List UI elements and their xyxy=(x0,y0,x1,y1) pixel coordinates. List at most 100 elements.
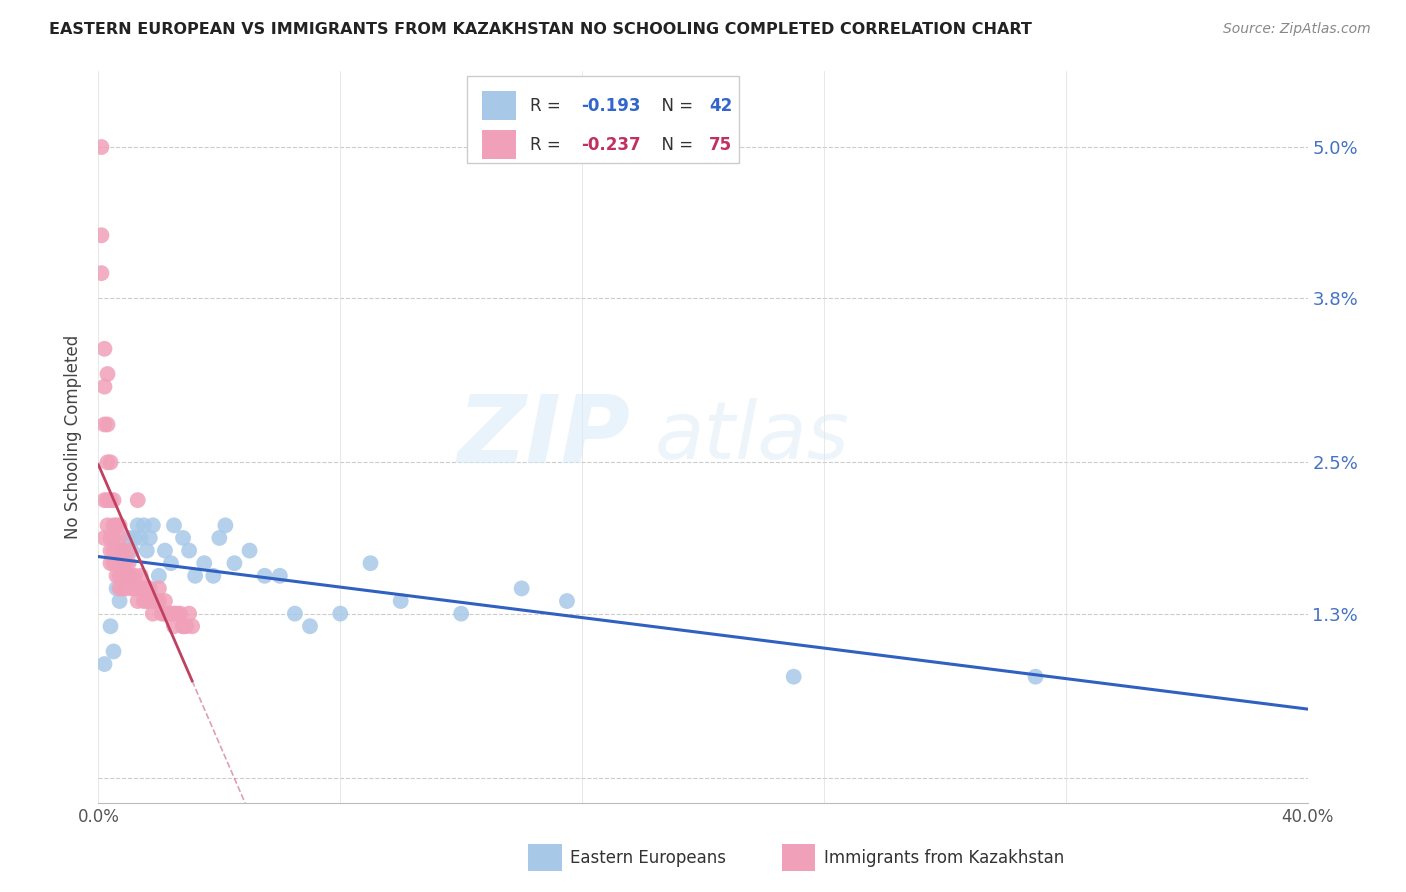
Point xyxy=(284,607,307,621)
Point xyxy=(111,556,134,570)
Point xyxy=(96,518,118,533)
Point xyxy=(160,607,183,621)
Point xyxy=(103,493,125,508)
Point xyxy=(124,569,146,583)
Point xyxy=(555,594,578,608)
Text: EASTERN EUROPEAN VS IMMIGRANTS FROM KAZAKHSTAN NO SCHOOLING COMPLETED CORRELATIO: EASTERN EUROPEAN VS IMMIGRANTS FROM KAZA… xyxy=(49,22,1032,37)
Point xyxy=(93,379,115,393)
Point xyxy=(127,594,149,608)
Point xyxy=(202,569,225,583)
Point xyxy=(121,543,143,558)
Point xyxy=(135,582,157,596)
Bar xyxy=(527,845,561,871)
Text: N =: N = xyxy=(651,96,699,115)
Point xyxy=(163,619,186,633)
Point xyxy=(100,543,122,558)
Point xyxy=(108,518,131,533)
Y-axis label: No Schooling Completed: No Schooling Completed xyxy=(65,335,83,539)
Point xyxy=(118,531,141,545)
Point xyxy=(239,543,262,558)
Point xyxy=(153,594,176,608)
Point xyxy=(96,367,118,381)
Point xyxy=(135,594,157,608)
Point xyxy=(114,582,136,596)
Point xyxy=(184,569,207,583)
Point xyxy=(150,607,173,621)
Point xyxy=(103,518,125,533)
Point xyxy=(179,543,201,558)
Text: atlas: atlas xyxy=(655,398,849,476)
Point xyxy=(450,607,472,621)
Point xyxy=(108,582,131,596)
Point xyxy=(105,569,128,583)
Point xyxy=(111,569,134,583)
Bar xyxy=(482,130,516,159)
Text: -0.193: -0.193 xyxy=(581,96,640,115)
Point xyxy=(96,493,118,508)
Point xyxy=(142,518,165,533)
Point xyxy=(100,455,122,469)
Point xyxy=(174,619,197,633)
Point xyxy=(253,569,276,583)
Point xyxy=(132,594,155,608)
Bar xyxy=(482,91,516,120)
Point xyxy=(96,455,118,469)
Point xyxy=(224,556,246,570)
Point xyxy=(129,531,152,545)
Point xyxy=(172,619,194,633)
Bar xyxy=(782,845,815,871)
Point xyxy=(139,531,162,545)
Point xyxy=(118,556,141,570)
Point xyxy=(1024,670,1046,684)
Point xyxy=(142,594,165,608)
FancyBboxPatch shape xyxy=(467,77,740,163)
Point xyxy=(96,417,118,432)
Point xyxy=(103,531,125,545)
Point xyxy=(193,556,215,570)
Point xyxy=(181,619,204,633)
Text: -0.237: -0.237 xyxy=(581,136,641,153)
Point xyxy=(153,607,176,621)
Point xyxy=(90,140,112,154)
Point xyxy=(142,607,165,621)
Point xyxy=(108,594,131,608)
Point xyxy=(139,582,162,596)
Point xyxy=(93,657,115,671)
Point xyxy=(208,531,231,545)
Point xyxy=(214,518,236,533)
Point xyxy=(114,569,136,583)
Point xyxy=(299,619,322,633)
Point xyxy=(124,582,146,596)
Point xyxy=(132,518,155,533)
Point xyxy=(103,644,125,658)
Point xyxy=(166,607,188,621)
Text: R =: R = xyxy=(530,136,567,153)
Text: Immigrants from Kazakhstan: Immigrants from Kazakhstan xyxy=(824,848,1064,867)
Point xyxy=(179,607,201,621)
Point xyxy=(105,543,128,558)
Point xyxy=(100,493,122,508)
Point xyxy=(105,556,128,570)
Point xyxy=(118,543,141,558)
Point xyxy=(121,569,143,583)
Point xyxy=(93,342,115,356)
Point xyxy=(90,266,112,280)
Point xyxy=(103,543,125,558)
Point xyxy=(93,493,115,508)
Point xyxy=(132,582,155,596)
Text: Eastern Europeans: Eastern Europeans xyxy=(569,848,725,867)
Point xyxy=(103,556,125,570)
Point xyxy=(111,543,134,558)
Point xyxy=(269,569,291,583)
Point xyxy=(118,569,141,583)
Point xyxy=(163,518,186,533)
Point xyxy=(329,607,352,621)
Point xyxy=(145,594,167,608)
Point xyxy=(124,531,146,545)
Point xyxy=(156,607,179,621)
Point xyxy=(135,543,157,558)
Text: ZIP: ZIP xyxy=(457,391,630,483)
Point xyxy=(360,556,382,570)
Point xyxy=(172,619,194,633)
Point xyxy=(93,417,115,432)
